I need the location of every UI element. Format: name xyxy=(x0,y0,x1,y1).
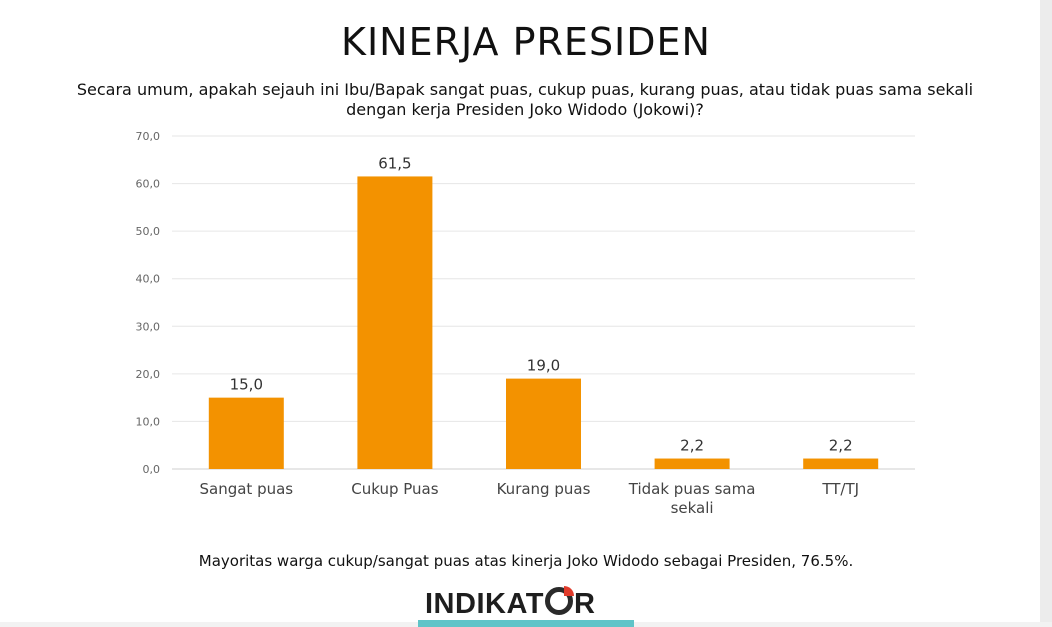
logo-text-end: R xyxy=(573,588,596,620)
x-tick-label: Sangat puas xyxy=(199,480,293,498)
logo-accent-bar xyxy=(418,620,634,627)
y-tick-label: 10,0 xyxy=(136,415,161,428)
frame-edge-right xyxy=(1040,0,1052,627)
chart-footnote: Mayoritas warga cukup/sangat puas atas k… xyxy=(198,552,854,570)
x-tick-label: sekali xyxy=(671,499,714,517)
logo-text-start: INDIKAT xyxy=(425,588,544,620)
bar xyxy=(357,176,433,469)
y-tick-label: 0,0 xyxy=(143,463,161,476)
chart-subtitle: Secara umum, apakah sejauh ini Ibu/Bapak… xyxy=(76,80,974,119)
bar xyxy=(654,458,730,469)
data-label: 2,2 xyxy=(680,437,704,455)
y-tick-label: 50,0 xyxy=(136,225,161,238)
bar xyxy=(506,378,581,469)
chart-title: KINERJA PRESIDEN xyxy=(341,20,711,64)
data-label: 19,0 xyxy=(527,357,560,375)
data-label: 2,2 xyxy=(829,437,853,455)
y-tick-label: 30,0 xyxy=(136,320,161,333)
x-tick-label: TT/TJ xyxy=(821,480,859,498)
logo-o-icon xyxy=(544,586,574,615)
indikator-logo: INDIKAT R xyxy=(425,585,595,621)
y-tick-label: 40,0 xyxy=(136,273,161,286)
bar xyxy=(208,397,284,469)
x-tick-label: Tidak puas sama xyxy=(628,480,756,498)
x-tick-label: Kurang puas xyxy=(497,480,591,498)
y-tick-label: 70,0 xyxy=(136,130,161,143)
y-tick-label: 60,0 xyxy=(136,178,161,191)
y-tick-label: 20,0 xyxy=(136,368,161,381)
bar xyxy=(803,458,879,469)
x-tick-label: Cukup Puas xyxy=(351,480,438,498)
data-label: 15,0 xyxy=(230,376,263,394)
bar-chart: 0,0 10,0 20,0 30,0 40,0 50,0 60,0 70,0 15,0 Sanga… xyxy=(136,130,915,517)
data-label: 61,5 xyxy=(378,154,411,172)
